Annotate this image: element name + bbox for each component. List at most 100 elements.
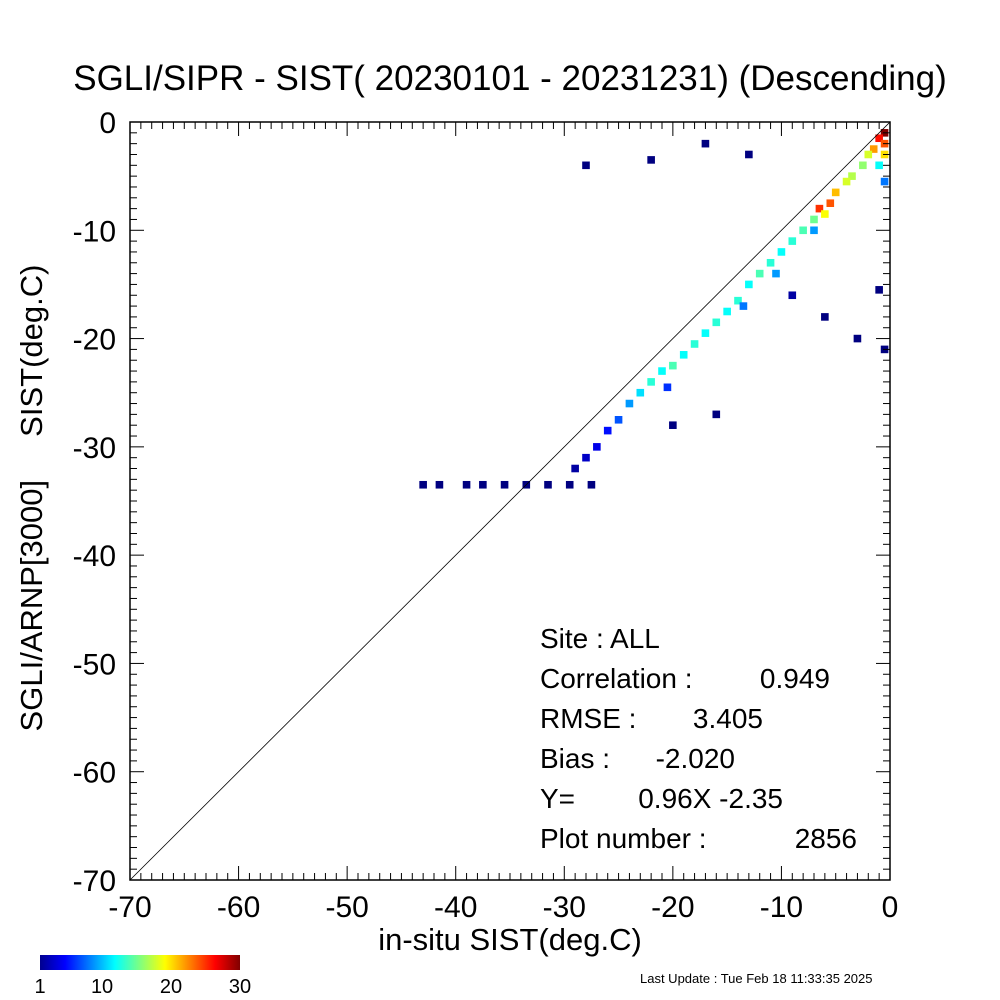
heatmap-cell bbox=[701, 139, 710, 148]
statistics-panel: Site : ALL Correlation : 0.949 RMSE : 3.405 B… bbox=[540, 623, 857, 854]
heatmap-cell bbox=[853, 334, 862, 343]
heatmap-cell bbox=[636, 388, 645, 397]
heatmap-cell bbox=[799, 226, 807, 235]
heatmap-cell bbox=[869, 145, 878, 153]
heatmap-cell bbox=[880, 177, 889, 186]
y-tick-label: -40 bbox=[73, 540, 116, 573]
heatmap-cell bbox=[875, 134, 883, 143]
heatmap-cell bbox=[435, 480, 444, 489]
axis-ticks bbox=[129, 121, 891, 881]
colorbar-gradient bbox=[40, 955, 240, 970]
stat-label: Bias : bbox=[540, 743, 610, 774]
heatmap-cell bbox=[745, 280, 753, 289]
heatmap-cell bbox=[690, 340, 699, 348]
heatmap-cell bbox=[614, 416, 623, 424]
heatmap-cell bbox=[815, 204, 824, 213]
stat-value: 0.949 bbox=[760, 663, 830, 694]
heatmap-cell bbox=[826, 199, 835, 207]
heatmap-cell bbox=[593, 443, 601, 451]
x-axis-title: in-situ SIST(deg.C) bbox=[378, 922, 642, 957]
heatmap-cell bbox=[739, 302, 748, 310]
y-tick-label: -20 bbox=[73, 324, 116, 357]
heatmap-cell bbox=[859, 161, 867, 170]
heatmap-cell bbox=[500, 480, 509, 489]
heatmap-cell bbox=[864, 150, 873, 159]
y-axis-title: SGLI/ARNP[3000] SIST(deg.C) bbox=[14, 265, 49, 732]
stat-label: Y= bbox=[540, 783, 575, 814]
heatmap-cell bbox=[848, 172, 856, 180]
stat-label: RMSE : bbox=[540, 703, 636, 734]
y-tick-label: -60 bbox=[73, 757, 116, 790]
heatmap-cell bbox=[766, 258, 775, 267]
heatmap-cell bbox=[544, 480, 552, 489]
heatmap-cell bbox=[831, 188, 840, 197]
y-tick-label: -70 bbox=[73, 865, 116, 898]
heatmap-cell bbox=[788, 237, 797, 245]
stat-value: 3.405 bbox=[693, 703, 763, 734]
heatmap-cell bbox=[842, 177, 851, 186]
heatmap-cell bbox=[821, 313, 829, 321]
heatmap-cell bbox=[821, 210, 829, 218]
x-tick-label: -20 bbox=[651, 891, 694, 924]
one-to-one-line bbox=[129, 121, 891, 881]
heatmap-cell bbox=[565, 480, 574, 489]
heatmap-cell bbox=[712, 318, 721, 327]
heatmap-cell bbox=[582, 161, 590, 170]
x-tick-label: -30 bbox=[543, 891, 586, 924]
x-tick-label: -10 bbox=[760, 891, 803, 924]
x-tick-label: -40 bbox=[434, 891, 477, 924]
heatmap-cell bbox=[755, 269, 764, 278]
colorbar: 1 10 20 30 bbox=[34, 955, 251, 998]
heatmap-cell bbox=[810, 215, 818, 224]
x-tick-label: -50 bbox=[325, 891, 368, 924]
heatmap-cell bbox=[772, 269, 780, 278]
colorbar-label: 1 bbox=[34, 976, 45, 998]
last-update-text: Last Update : Tue Feb 18 11:33:35 2025 bbox=[640, 971, 873, 986]
heatmap-cell bbox=[647, 156, 655, 164]
heatmap-cell bbox=[669, 361, 677, 370]
heatmap-cell bbox=[582, 453, 590, 462]
heatmap-cells bbox=[419, 129, 889, 489]
chart-title: SGLI/SIPR - SIST( 20230101 - 20231231) (… bbox=[73, 59, 947, 98]
heatmap-cell bbox=[647, 378, 655, 386]
stat-value: 0.96X -2.35 bbox=[638, 783, 783, 814]
colorbar-label: 10 bbox=[91, 976, 113, 998]
heatmap-cell bbox=[777, 248, 786, 256]
stat-label: Site : ALL bbox=[540, 623, 660, 654]
heatmap-cell bbox=[701, 329, 710, 337]
heatmap-cell bbox=[679, 351, 688, 359]
heatmap-cell bbox=[745, 150, 753, 159]
stat-value: -2.020 bbox=[656, 743, 735, 774]
y-tick-label: -50 bbox=[73, 648, 116, 681]
colorbar-label: 20 bbox=[160, 976, 182, 998]
heatmap-cell bbox=[712, 410, 721, 419]
axis-tick-labels: -70 -60 -50 -40 -30 -20 -10 0 0 -10 -20 -30 -40 -50 -6… bbox=[73, 107, 899, 924]
heatmap-cell bbox=[734, 296, 742, 305]
heatmap-cell bbox=[479, 480, 487, 489]
stat-label: Correlation : bbox=[540, 663, 693, 694]
stat-label: Plot number : bbox=[540, 823, 707, 854]
heatmap-cell bbox=[875, 286, 883, 294]
heatmap-cell bbox=[603, 426, 612, 435]
heatmap-cell bbox=[658, 367, 666, 375]
heatmap-cell bbox=[462, 480, 471, 489]
y-tick-label: -10 bbox=[73, 215, 116, 248]
stat-value: 2856 bbox=[795, 823, 857, 854]
heatmap-cell bbox=[723, 307, 731, 316]
y-tick-label: 0 bbox=[99, 107, 116, 140]
x-tick-label: -60 bbox=[217, 891, 260, 924]
heatmap-cell bbox=[810, 226, 818, 235]
heatmap-cell bbox=[587, 480, 596, 489]
y-tick-label: -30 bbox=[73, 432, 116, 465]
heatmap-cell bbox=[669, 421, 677, 429]
heatmap-cell bbox=[663, 383, 672, 392]
heatmap-cell bbox=[875, 161, 883, 170]
heatmap-cell bbox=[625, 399, 634, 408]
heatmap-cell bbox=[788, 291, 797, 300]
x-tick-label: 0 bbox=[882, 891, 899, 924]
colorbar-label: 30 bbox=[229, 976, 251, 998]
heatmap-cell bbox=[419, 480, 427, 489]
heatmap-cell bbox=[571, 464, 579, 473]
x-tick-label: -70 bbox=[108, 891, 151, 924]
